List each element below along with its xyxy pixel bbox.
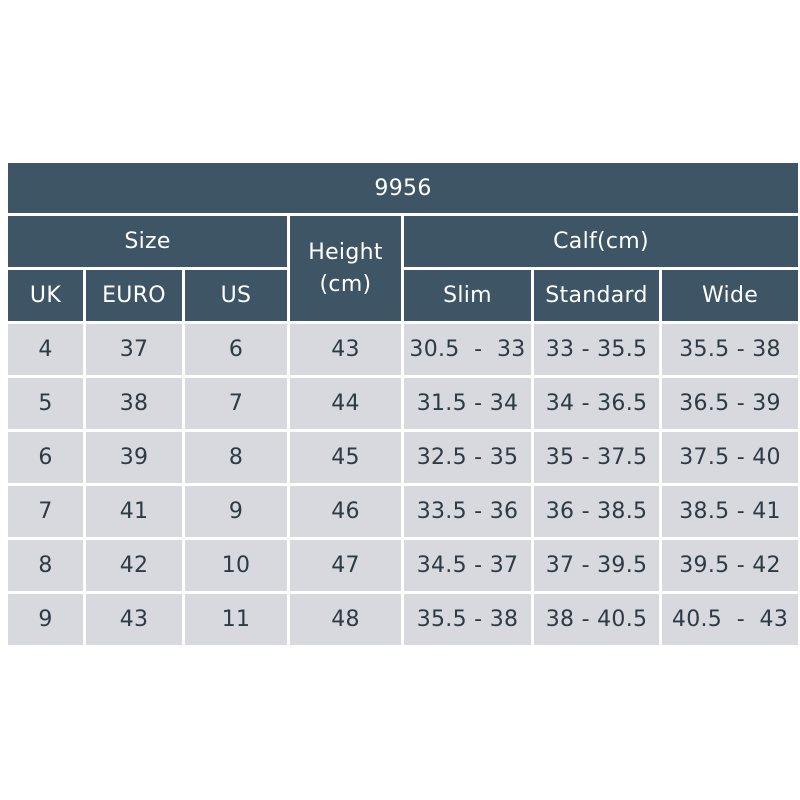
wide-calf-cell: 40.5 - 43 <box>662 594 799 645</box>
calf-group-header: Calf(cm) <box>404 216 799 267</box>
wide-calf-cell: 35.5 - 38 <box>662 324 799 375</box>
uk-column-header: UK <box>8 270 83 321</box>
height-cell: 44 <box>290 378 401 429</box>
uk-cell: 7 <box>8 486 83 537</box>
wide-calf-cell: 36.5 - 39 <box>662 378 799 429</box>
uk-cell: 8 <box>8 540 83 591</box>
wide-calf-cell: 39.5 - 42 <box>662 540 799 591</box>
euro-cell: 42 <box>86 540 182 591</box>
standard-calf-cell: 33 - 35.5 <box>534 324 659 375</box>
standard-calf-cell: 36 - 38.5 <box>534 486 659 537</box>
size-chart-table: 9956 Size Height (cm) Calf(cm) UK EURO U… <box>5 160 800 648</box>
height-header-line1: Height <box>308 239 383 265</box>
us-cell: 11 <box>185 594 287 645</box>
slim-calf-cell: 31.5 - 34 <box>404 378 531 429</box>
height-cell: 46 <box>290 486 401 537</box>
standard-calf-cell: 37 - 39.5 <box>534 540 659 591</box>
euro-cell: 43 <box>86 594 182 645</box>
standard-calf-cell: 38 - 40.5 <box>534 594 659 645</box>
table-row: 5 38 7 44 31.5 - 34 34 - 36.5 36.5 - 39 <box>8 378 799 429</box>
slim-column-header: Slim <box>404 270 531 321</box>
us-cell: 10 <box>185 540 287 591</box>
height-cell: 43 <box>290 324 401 375</box>
height-header: Height (cm) <box>290 216 401 321</box>
table-row: 6 39 8 45 32.5 - 35 35 - 37.5 37.5 - 40 <box>8 432 799 483</box>
uk-cell: 6 <box>8 432 83 483</box>
table-row: 9 43 11 48 35.5 - 38 38 - 40.5 40.5 - 43 <box>8 594 799 645</box>
slim-calf-cell: 33.5 - 36 <box>404 486 531 537</box>
size-rows: 4 37 6 43 30.5 - 33 33 - 35.5 35.5 - 38 5 38 7 44 3… <box>8 324 799 645</box>
uk-cell: 5 <box>8 378 83 429</box>
euro-cell: 41 <box>86 486 182 537</box>
us-column-header: US <box>185 270 287 321</box>
model-number-title: 9956 <box>8 163 799 213</box>
height-cell: 45 <box>290 432 401 483</box>
slim-calf-cell: 35.5 - 38 <box>404 594 531 645</box>
uk-cell: 9 <box>8 594 83 645</box>
table-row: 7 41 9 46 33.5 - 36 36 - 38.5 38.5 - 41 <box>8 486 799 537</box>
wide-calf-cell: 37.5 - 40 <box>662 432 799 483</box>
euro-column-header: EURO <box>86 270 182 321</box>
wide-calf-cell: 38.5 - 41 <box>662 486 799 537</box>
us-cell: 9 <box>185 486 287 537</box>
standard-calf-cell: 34 - 36.5 <box>534 378 659 429</box>
slim-calf-cell: 30.5 - 33 <box>404 324 531 375</box>
standard-calf-cell: 35 - 37.5 <box>534 432 659 483</box>
table-row: 8 42 10 47 34.5 - 37 37 - 39.5 39.5 - 42 <box>8 540 799 591</box>
us-cell: 7 <box>185 378 287 429</box>
slim-calf-cell: 34.5 - 37 <box>404 540 531 591</box>
height-cell: 48 <box>290 594 401 645</box>
uk-cell: 4 <box>8 324 83 375</box>
standard-column-header: Standard <box>534 270 659 321</box>
us-cell: 6 <box>185 324 287 375</box>
euro-cell: 39 <box>86 432 182 483</box>
slim-calf-cell: 32.5 - 35 <box>404 432 531 483</box>
euro-cell: 38 <box>86 378 182 429</box>
table-row: 4 37 6 43 30.5 - 33 33 - 35.5 35.5 - 38 <box>8 324 799 375</box>
us-cell: 8 <box>185 432 287 483</box>
height-header-line2: (cm) <box>319 271 372 297</box>
size-group-header: Size <box>8 216 287 267</box>
height-cell: 47 <box>290 540 401 591</box>
euro-cell: 37 <box>86 324 182 375</box>
wide-column-header: Wide <box>662 270 799 321</box>
